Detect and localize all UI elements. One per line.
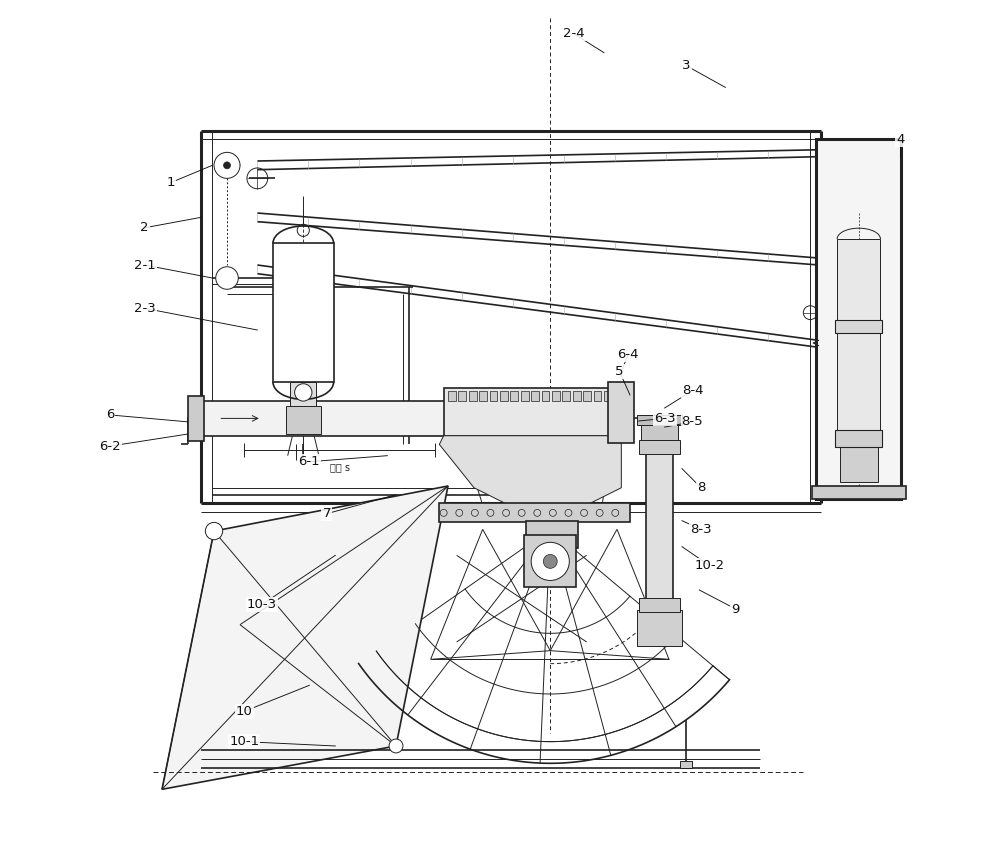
Bar <box>201 401 600 436</box>
Bar <box>637 415 682 425</box>
Bar <box>835 319 882 332</box>
Bar <box>837 239 880 447</box>
Bar <box>614 391 622 401</box>
Text: 6-1: 6-1 <box>299 455 320 468</box>
Text: 3: 3 <box>682 59 691 72</box>
Bar <box>646 447 673 612</box>
Bar <box>458 391 466 401</box>
Bar <box>552 391 560 401</box>
Text: 5: 5 <box>615 365 624 378</box>
Bar <box>439 503 630 523</box>
Text: 10-3: 10-3 <box>247 598 277 611</box>
Circle shape <box>543 555 557 569</box>
Circle shape <box>216 266 238 289</box>
Bar <box>510 391 518 401</box>
Text: 2-3: 2-3 <box>134 302 156 315</box>
Text: 行程 s: 行程 s <box>330 463 350 472</box>
Bar <box>479 391 487 401</box>
Bar <box>680 760 692 767</box>
Text: 2-1: 2-1 <box>134 259 156 272</box>
Text: 8: 8 <box>697 481 705 494</box>
Text: 10-1: 10-1 <box>229 735 259 748</box>
Bar <box>500 391 508 401</box>
Text: 6-3: 6-3 <box>654 412 675 425</box>
Text: 10-2: 10-2 <box>695 559 725 572</box>
Circle shape <box>531 542 569 581</box>
Circle shape <box>205 523 223 540</box>
Bar <box>840 445 878 482</box>
Bar <box>608 382 634 443</box>
Bar <box>639 440 680 454</box>
Circle shape <box>224 162 230 168</box>
Bar <box>273 243 334 382</box>
Bar <box>604 391 612 401</box>
Circle shape <box>389 739 403 753</box>
Bar <box>637 610 682 647</box>
Bar <box>188 396 204 441</box>
Bar <box>641 423 678 440</box>
Bar <box>542 391 549 401</box>
Text: 1: 1 <box>166 176 175 189</box>
Text: 10: 10 <box>236 705 253 718</box>
Circle shape <box>295 384 312 401</box>
Bar <box>812 486 906 499</box>
Bar <box>573 391 581 401</box>
Bar <box>524 536 576 588</box>
Text: 6-4: 6-4 <box>618 348 639 361</box>
Bar <box>521 391 529 401</box>
Bar <box>469 391 477 401</box>
Text: 2-4: 2-4 <box>563 27 584 40</box>
Text: 7: 7 <box>322 507 331 520</box>
Circle shape <box>214 153 240 178</box>
Bar <box>594 391 601 401</box>
Bar <box>835 430 882 447</box>
Bar <box>583 391 591 401</box>
Text: 2: 2 <box>140 221 149 234</box>
Text: 4: 4 <box>896 133 905 146</box>
Bar <box>531 391 539 401</box>
Text: 9: 9 <box>732 602 740 615</box>
Text: 8-4: 8-4 <box>682 385 703 398</box>
Bar <box>444 388 617 436</box>
Text: 8-5: 8-5 <box>682 416 703 429</box>
Bar <box>816 140 901 499</box>
Polygon shape <box>162 486 448 789</box>
Bar <box>639 598 680 612</box>
Bar <box>448 391 456 401</box>
Text: 6: 6 <box>106 409 114 422</box>
Text: 6-2: 6-2 <box>99 439 121 452</box>
Bar <box>562 391 570 401</box>
Text: 8-3: 8-3 <box>690 523 712 536</box>
Bar <box>290 382 316 408</box>
Bar <box>526 521 578 549</box>
Polygon shape <box>439 436 621 505</box>
Bar <box>286 406 321 434</box>
Bar <box>490 391 497 401</box>
